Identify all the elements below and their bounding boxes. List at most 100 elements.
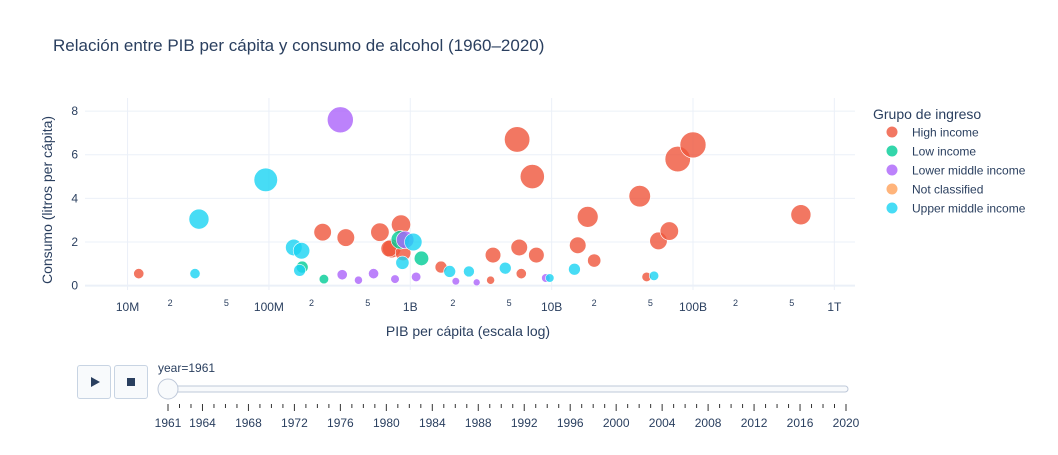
legend-item[interactable]: Lower middle income xyxy=(886,164,1026,178)
slider-tick-label: 2008 xyxy=(695,416,722,430)
data-point[interactable] xyxy=(133,268,145,280)
slider-tick-label: 1980 xyxy=(373,416,400,430)
data-point[interactable] xyxy=(354,275,363,285)
x-tick-label: 2 xyxy=(168,298,173,308)
data-point[interactable] xyxy=(545,273,555,283)
data-point[interactable] xyxy=(188,208,210,230)
data-point[interactable] xyxy=(390,274,400,284)
data-point[interactable] xyxy=(404,232,423,252)
legend-label: Not classified xyxy=(912,183,983,197)
legend-marker xyxy=(886,145,898,157)
stop-button[interactable] xyxy=(114,365,148,399)
data-point[interactable] xyxy=(253,167,278,192)
legend-items: High income Low income Lower middle income… xyxy=(886,126,1026,216)
x-tick-label: 10M xyxy=(116,300,139,314)
legend-label: High income xyxy=(912,126,979,140)
slider-tick-label: 1972 xyxy=(281,416,308,430)
data-point[interactable] xyxy=(515,268,527,280)
data-point[interactable] xyxy=(313,223,332,242)
play-icon xyxy=(90,377,100,387)
slider-tick-labels: 1961 1964 1968 1972 1976 1980 1984 1988 1992 1996… xyxy=(155,416,860,430)
data-point[interactable] xyxy=(510,238,528,257)
data-point[interactable] xyxy=(368,268,380,280)
legend: Grupo de ingreso High income Low income Lo… xyxy=(873,106,1026,216)
data-point[interactable] xyxy=(499,261,512,275)
data-point[interactable] xyxy=(451,277,460,286)
data-point[interactable] xyxy=(659,221,679,241)
x-tick-label: 100M xyxy=(254,300,284,314)
data-point[interactable] xyxy=(528,246,545,264)
data-point[interactable] xyxy=(318,274,329,285)
data-point[interactable] xyxy=(336,228,355,247)
x-tick-label: 5 xyxy=(365,298,370,308)
x-tick-label: 5 xyxy=(648,298,653,308)
slider-tick-label: 1996 xyxy=(557,416,584,430)
y-axis-label: Consumo (litros per cápita) xyxy=(39,116,55,284)
slider-tick-label: 1968 xyxy=(235,416,262,430)
data-point[interactable] xyxy=(411,271,422,282)
legend-item[interactable]: Low income xyxy=(886,145,977,159)
slider-tick-label: 1961 xyxy=(155,416,182,430)
data-point[interactable] xyxy=(292,242,311,260)
data-point[interactable] xyxy=(484,246,502,264)
data-point[interactable] xyxy=(648,270,660,281)
data-point[interactable] xyxy=(395,255,410,270)
data-point[interactable] xyxy=(790,204,812,226)
slider-tick-label: 2004 xyxy=(649,416,676,430)
legend-title: Grupo de ingreso xyxy=(873,106,981,122)
y-tick-label: 6 xyxy=(71,148,78,162)
data-point[interactable] xyxy=(463,265,475,278)
slider-tick-label: 1984 xyxy=(419,416,446,430)
data-point[interactable] xyxy=(413,250,430,266)
data-point[interactable] xyxy=(293,264,306,277)
slider-tick-label: 2000 xyxy=(603,416,630,430)
data-point[interactable] xyxy=(569,236,587,254)
grid-layer xyxy=(85,98,855,290)
slider-handle[interactable] xyxy=(157,378,179,400)
x-tick-label: 100B xyxy=(679,300,707,314)
slider-rail[interactable] xyxy=(159,385,849,393)
data-point[interactable] xyxy=(189,268,201,280)
x-tick-label: 2 xyxy=(450,298,455,308)
legend-item[interactable]: Upper middle income xyxy=(886,202,1026,216)
data-point[interactable] xyxy=(472,278,481,287)
play-button[interactable] xyxy=(77,365,111,399)
legend-marker xyxy=(886,202,898,214)
data-point[interactable] xyxy=(577,206,599,228)
slider-tick-label: 2012 xyxy=(741,416,768,430)
data-points xyxy=(133,106,812,287)
data-point[interactable] xyxy=(587,253,602,268)
legend-label: Upper middle income xyxy=(912,202,1026,216)
y-tick-label: 0 xyxy=(71,279,78,293)
y-tick-label: 8 xyxy=(71,104,78,118)
slider-tick-label: 1988 xyxy=(465,416,492,430)
x-tick-label: 2 xyxy=(592,298,597,308)
data-point[interactable] xyxy=(327,106,354,134)
year-slider: year=1961 1961 1964 1968 1972 1976 1980 1984 19… xyxy=(155,361,860,430)
data-point[interactable] xyxy=(519,164,545,189)
legend-label: Low income xyxy=(912,145,976,159)
slider-current-value: year=1961 xyxy=(158,361,215,375)
legend-marker xyxy=(886,126,898,138)
legend-marker xyxy=(886,183,898,195)
legend-item[interactable]: Not classified xyxy=(886,183,984,197)
y-tick-label: 2 xyxy=(71,235,78,249)
stop-icon xyxy=(127,378,135,386)
x-tick-label: 10B xyxy=(541,300,562,314)
data-point[interactable] xyxy=(504,126,531,153)
x-tick-label: 5 xyxy=(224,298,229,308)
data-point[interactable] xyxy=(679,131,707,159)
chart-title: Relación entre PIB per cápita y consumo … xyxy=(53,36,544,55)
legend-item[interactable]: High income xyxy=(886,126,980,140)
data-point[interactable] xyxy=(568,263,581,276)
x-tick-label: 1B xyxy=(403,300,418,314)
data-point[interactable] xyxy=(486,275,495,285)
data-point[interactable] xyxy=(443,265,456,278)
data-point[interactable] xyxy=(370,222,390,242)
data-point[interactable] xyxy=(336,269,348,281)
data-point[interactable] xyxy=(628,185,651,208)
slider-ticks xyxy=(167,404,847,411)
x-tick-labels: 10M 2 5 100M 2 5 1B 2 5 10B 2 5 100B 2 5 1T xyxy=(116,298,842,314)
